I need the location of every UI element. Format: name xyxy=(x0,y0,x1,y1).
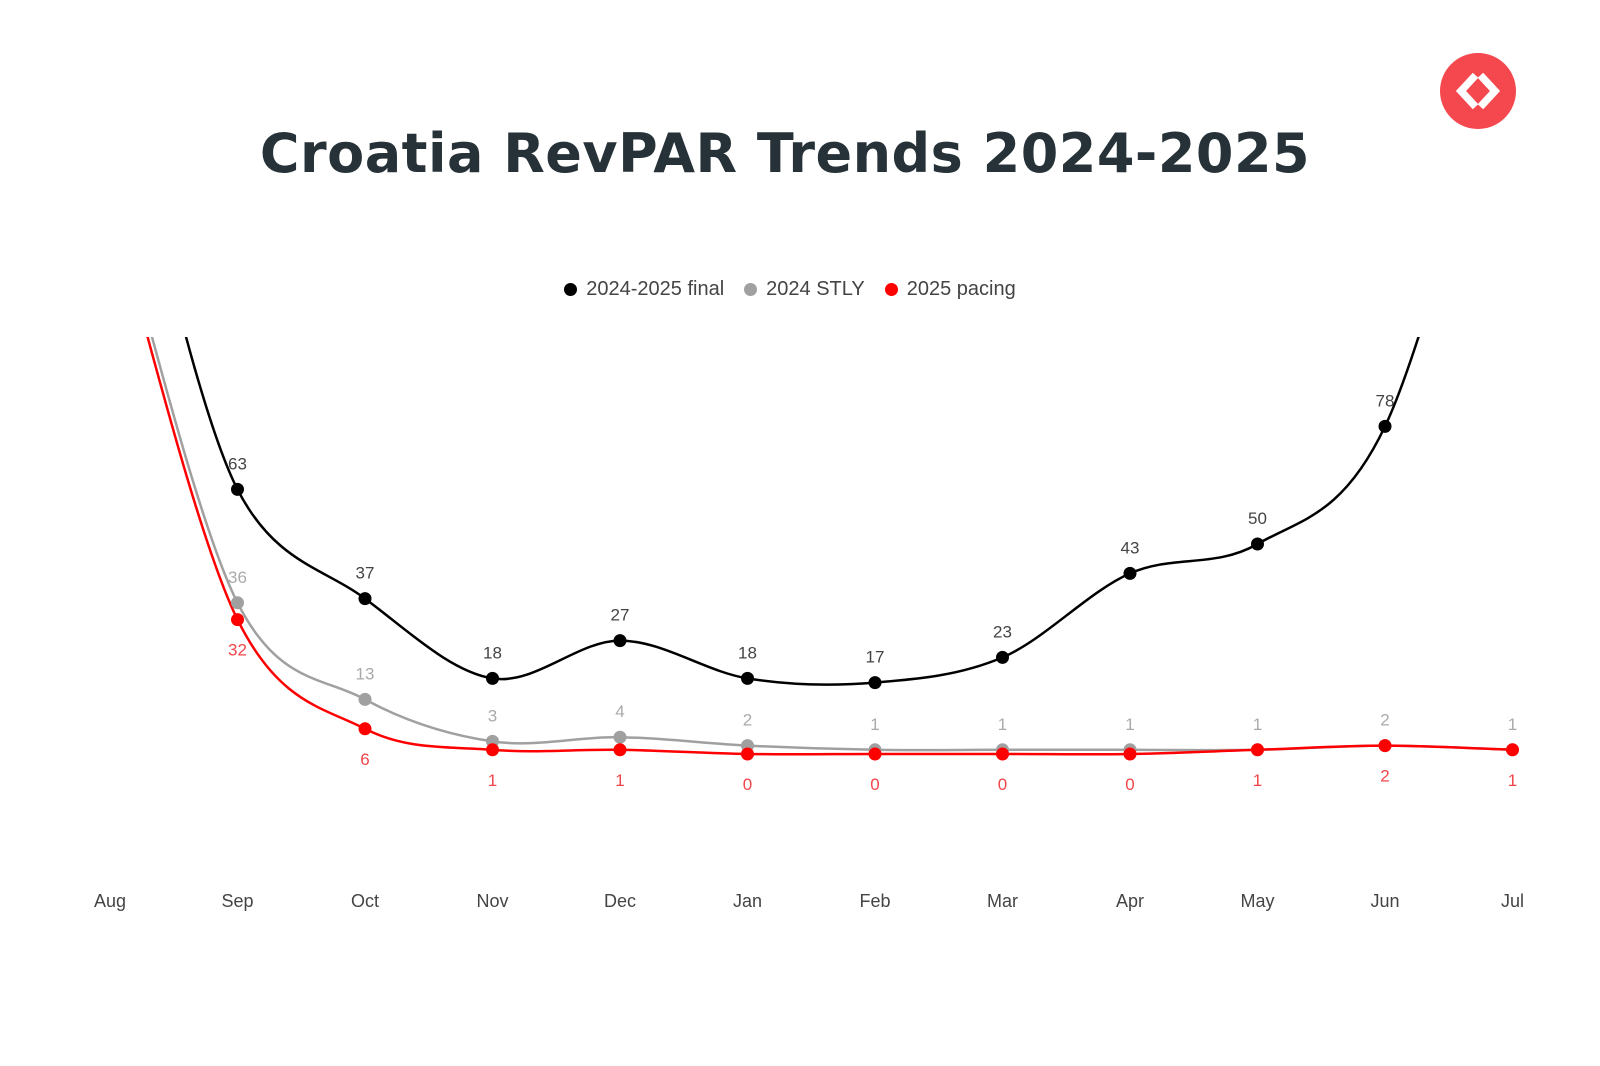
chart-legend: 2024-2025 final 2024 STLY 2025 pacing xyxy=(0,278,1580,301)
x-tick-label: Oct xyxy=(351,891,379,911)
series-line xyxy=(146,337,1513,756)
data-point[interactable] xyxy=(1378,419,1392,433)
x-tick-label: Jun xyxy=(1370,891,1399,911)
data-label: 23 xyxy=(993,622,1012,641)
x-tick-label: Mar xyxy=(987,891,1018,911)
data-point[interactable] xyxy=(1378,739,1392,753)
data-label: 1 xyxy=(870,715,879,734)
data-label: 27 xyxy=(611,606,630,625)
data-point[interactable] xyxy=(613,730,627,744)
data-label: 2 xyxy=(743,711,752,730)
data-label: 63 xyxy=(228,454,247,473)
data-label: 0 xyxy=(743,775,752,794)
data-point[interactable] xyxy=(358,692,372,706)
data-point[interactable] xyxy=(1506,743,1519,757)
data-label: 0 xyxy=(998,775,1007,794)
data-label: 2 xyxy=(1380,711,1389,730)
x-tick-label: Aug xyxy=(94,891,126,911)
x-tick-label: Jan xyxy=(733,891,762,911)
data-label: 1 xyxy=(1125,715,1134,734)
data-label: 78 xyxy=(1376,391,1395,410)
data-point[interactable] xyxy=(868,676,882,690)
data-label: 3 xyxy=(488,706,497,725)
data-label: 43 xyxy=(1121,538,1140,557)
data-label: 0 xyxy=(1125,775,1134,794)
data-label: 50 xyxy=(1248,509,1267,528)
legend-marker xyxy=(884,283,898,296)
legend-item[interactable]: 2024-2025 final xyxy=(564,278,724,301)
data-label: 37 xyxy=(356,564,375,583)
x-tick-label: Nov xyxy=(476,891,508,911)
data-label: 32 xyxy=(228,641,247,660)
legend-label: 2025 pacing xyxy=(906,278,1016,300)
data-label: 2 xyxy=(1380,767,1389,786)
data-point[interactable] xyxy=(741,747,754,761)
data-point[interactable] xyxy=(996,747,1009,761)
x-tick-label: May xyxy=(1240,891,1274,911)
data-point[interactable] xyxy=(231,613,244,627)
data-point[interactable] xyxy=(1123,747,1137,761)
data-point[interactable] xyxy=(358,722,372,736)
data-label: 4 xyxy=(615,702,624,721)
data-label: 18 xyxy=(738,643,757,662)
legend-marker xyxy=(744,283,758,296)
data-point[interactable] xyxy=(868,747,882,761)
x-tick-label: Sep xyxy=(221,891,253,911)
data-point[interactable] xyxy=(613,634,627,648)
x-tick-label: Apr xyxy=(1116,891,1144,911)
legend-item[interactable]: 2024 STLY xyxy=(744,278,865,301)
code-brackets-icon xyxy=(1455,72,1501,110)
data-point[interactable] xyxy=(613,743,627,757)
data-label: 1 xyxy=(1253,715,1262,734)
data-point[interactable] xyxy=(231,596,244,610)
data-point[interactable] xyxy=(358,592,372,606)
data-point[interactable] xyxy=(486,671,499,685)
legend-item[interactable]: 2025 pacing xyxy=(884,278,1016,301)
x-tick-label: Jul xyxy=(1501,891,1524,911)
legend-label: 2024-2025 final xyxy=(586,278,725,300)
data-label: 1 xyxy=(998,715,1007,734)
data-label: 6 xyxy=(360,750,369,769)
logo xyxy=(1440,53,1516,129)
data-label: 17 xyxy=(866,648,885,667)
data-label: 36 xyxy=(228,568,247,587)
data-label: 13 xyxy=(356,664,375,683)
data-label: 1 xyxy=(615,771,624,790)
legend-marker xyxy=(564,283,578,296)
data-point[interactable] xyxy=(1123,566,1137,580)
data-point[interactable] xyxy=(1251,743,1264,757)
data-label: 0 xyxy=(870,775,879,794)
data-label: 18 xyxy=(483,643,502,662)
x-tick-label: Dec xyxy=(604,891,636,911)
x-tick-label: Feb xyxy=(859,891,890,911)
data-point[interactable] xyxy=(996,650,1009,664)
data-label: 1 xyxy=(1253,771,1262,790)
series-line xyxy=(184,337,1420,686)
data-point[interactable] xyxy=(231,482,244,496)
data-label: 1 xyxy=(488,771,497,790)
data-point[interactable] xyxy=(741,671,754,685)
data-label: 1 xyxy=(1508,715,1517,734)
legend-label: 2024 STLY xyxy=(766,278,865,300)
data-point[interactable] xyxy=(1251,537,1264,551)
data-point[interactable] xyxy=(486,743,499,757)
series-line xyxy=(150,337,1513,752)
chart-title: Croatia RevPAR Trends 2024-2025 xyxy=(259,122,1311,185)
data-label: 1 xyxy=(1508,771,1517,790)
